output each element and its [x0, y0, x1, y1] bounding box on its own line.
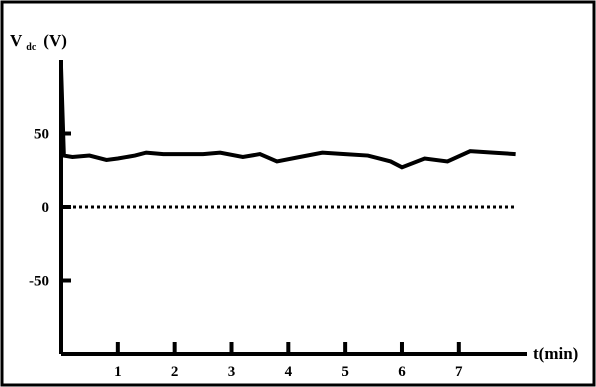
series-line-1 [59, 67, 516, 170]
y-tick-label-50: 50 [34, 127, 49, 143]
x-tick-label-1: 1 [114, 364, 122, 380]
x-axis-label: t(min) [533, 344, 578, 363]
x-tick-label-4: 4 [285, 364, 293, 380]
x-tick-label-2: 2 [171, 364, 179, 380]
x-tick-label-3: 3 [228, 364, 236, 380]
x-tick-label-6: 6 [398, 364, 406, 380]
y-tick-label-0: 0 [42, 200, 50, 216]
y-axis-label: V dc (V) [10, 31, 67, 54]
y-tick-label--50: -50 [29, 274, 49, 290]
x-tick-label-5: 5 [341, 364, 349, 380]
x-tick-label-7: 7 [455, 364, 463, 380]
plot-area: 1 2 3 4 5 6 7 50 0 -50 [29, 60, 527, 380]
